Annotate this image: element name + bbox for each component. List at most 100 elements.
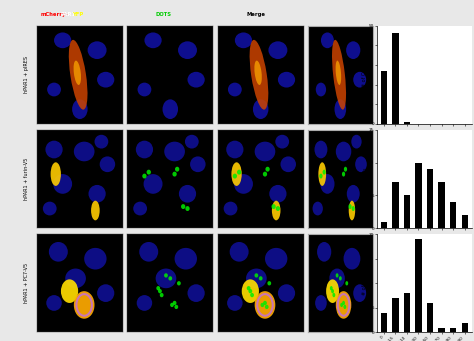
Circle shape — [255, 273, 258, 278]
Ellipse shape — [278, 284, 295, 302]
Ellipse shape — [97, 284, 114, 302]
Ellipse shape — [234, 174, 253, 194]
Ellipse shape — [353, 72, 366, 88]
Circle shape — [323, 170, 326, 175]
Bar — [462, 323, 468, 332]
Ellipse shape — [46, 140, 63, 158]
Ellipse shape — [65, 268, 86, 288]
Circle shape — [168, 276, 172, 281]
Ellipse shape — [137, 83, 151, 97]
Circle shape — [331, 289, 334, 293]
Ellipse shape — [51, 162, 61, 186]
Bar — [415, 163, 422, 228]
Bar — [415, 239, 422, 332]
Ellipse shape — [188, 72, 205, 88]
Circle shape — [185, 206, 190, 211]
Ellipse shape — [88, 41, 107, 59]
Ellipse shape — [355, 157, 367, 172]
Bar — [438, 328, 445, 332]
Text: hPAR1 + pIRES: hPAR1 + pIRES — [25, 56, 29, 93]
Ellipse shape — [315, 295, 327, 311]
Circle shape — [250, 293, 254, 297]
Ellipse shape — [47, 83, 61, 97]
Bar — [404, 122, 410, 124]
Ellipse shape — [179, 185, 196, 203]
Ellipse shape — [72, 99, 88, 119]
Bar — [392, 298, 399, 332]
Circle shape — [237, 170, 241, 175]
Circle shape — [265, 167, 270, 172]
Circle shape — [170, 303, 174, 307]
Circle shape — [263, 172, 267, 177]
Ellipse shape — [74, 291, 94, 319]
Ellipse shape — [235, 32, 252, 48]
Ellipse shape — [320, 174, 335, 194]
Ellipse shape — [347, 185, 360, 203]
Bar — [462, 215, 468, 228]
Ellipse shape — [226, 140, 244, 158]
Circle shape — [263, 301, 267, 305]
Ellipse shape — [329, 268, 345, 288]
Circle shape — [173, 172, 177, 177]
Text: PAR1-: PAR1- — [61, 12, 78, 17]
Circle shape — [272, 204, 276, 209]
Circle shape — [339, 276, 342, 281]
Circle shape — [319, 174, 323, 179]
Circle shape — [344, 167, 347, 172]
Ellipse shape — [335, 99, 346, 119]
Circle shape — [164, 273, 168, 278]
Ellipse shape — [275, 135, 289, 149]
Circle shape — [247, 286, 251, 291]
Ellipse shape — [89, 185, 106, 203]
Ellipse shape — [255, 291, 275, 319]
Ellipse shape — [319, 162, 326, 186]
Circle shape — [175, 167, 179, 172]
Bar — [450, 328, 456, 332]
Circle shape — [348, 204, 352, 209]
Ellipse shape — [231, 162, 242, 186]
Text: hPAR1 + furin-V5: hPAR1 + furin-V5 — [25, 158, 29, 200]
Circle shape — [267, 281, 271, 285]
Y-axis label: # of Cells: # of Cells — [363, 63, 367, 87]
Text: Merge: Merge — [246, 12, 265, 17]
Ellipse shape — [353, 284, 366, 302]
Ellipse shape — [100, 157, 115, 172]
Ellipse shape — [145, 32, 162, 48]
Ellipse shape — [178, 41, 197, 59]
Ellipse shape — [94, 135, 108, 149]
Bar — [427, 303, 433, 332]
Ellipse shape — [316, 83, 326, 97]
Ellipse shape — [188, 284, 205, 302]
Circle shape — [160, 293, 164, 297]
Bar — [427, 169, 433, 228]
Bar — [392, 33, 399, 124]
Text: DOTS: DOTS — [155, 12, 172, 17]
Circle shape — [332, 293, 335, 297]
Circle shape — [352, 206, 355, 211]
Ellipse shape — [344, 248, 360, 269]
Circle shape — [340, 303, 343, 307]
Ellipse shape — [278, 72, 295, 88]
Ellipse shape — [163, 99, 178, 119]
Ellipse shape — [144, 174, 163, 194]
Bar — [392, 182, 399, 228]
Ellipse shape — [73, 61, 81, 85]
Bar — [381, 313, 387, 332]
Ellipse shape — [336, 61, 341, 85]
Circle shape — [265, 305, 269, 309]
Ellipse shape — [155, 268, 176, 288]
Bar — [404, 293, 410, 332]
Ellipse shape — [185, 135, 199, 149]
Ellipse shape — [272, 201, 281, 220]
Ellipse shape — [164, 142, 185, 161]
Text: mCherry-: mCherry- — [40, 12, 68, 17]
Circle shape — [342, 301, 345, 305]
Bar — [381, 222, 387, 228]
Circle shape — [142, 174, 146, 179]
Bar — [404, 195, 410, 228]
Ellipse shape — [321, 32, 334, 48]
Ellipse shape — [246, 268, 267, 288]
Ellipse shape — [265, 248, 287, 269]
Ellipse shape — [228, 83, 242, 97]
Ellipse shape — [255, 142, 275, 161]
